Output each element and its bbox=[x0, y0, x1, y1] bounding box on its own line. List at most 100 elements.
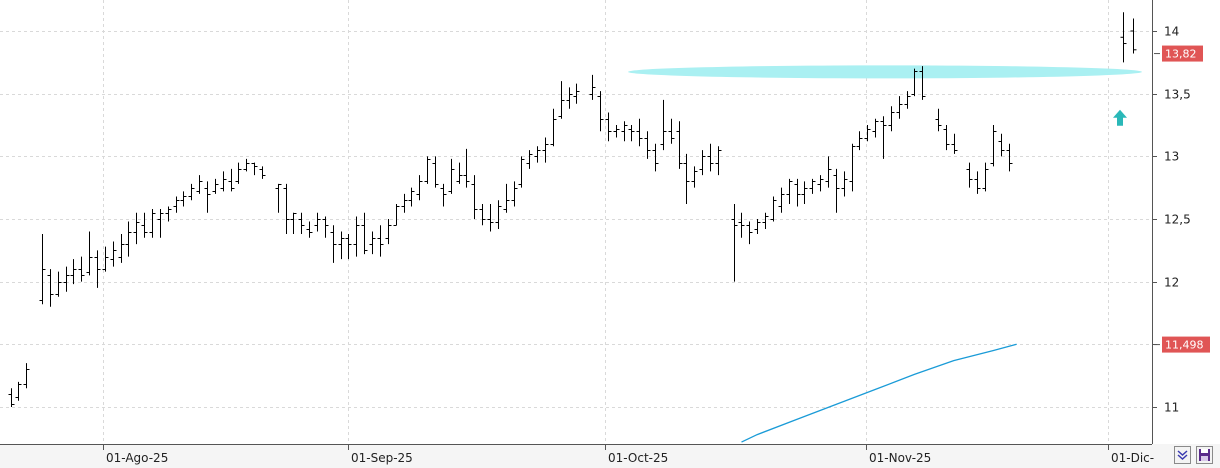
ohlc-bar bbox=[754, 219, 761, 235]
signal-up-arrow-icon bbox=[1113, 109, 1127, 126]
price-axis-label: 13,5 bbox=[1164, 88, 1191, 102]
ohlc-bar bbox=[251, 162, 258, 176]
price-axis-label: 14 bbox=[1164, 25, 1179, 39]
ohlc-bar bbox=[15, 381, 22, 401]
price-axis-label: 12 bbox=[1164, 276, 1179, 290]
ohlc-bar bbox=[872, 118, 879, 138]
ohlc-bar bbox=[691, 166, 698, 188]
ohlc-bar bbox=[542, 137, 549, 163]
ohlc-bar bbox=[196, 175, 203, 194]
chevrons-down-icon bbox=[1177, 450, 1188, 461]
ohlc-bar bbox=[864, 125, 871, 142]
ohlc-bar bbox=[23, 363, 30, 389]
ohlc-bar bbox=[974, 171, 981, 194]
ohlc-bar bbox=[385, 219, 392, 245]
price-axis-label: 13 bbox=[1164, 150, 1179, 164]
price-axis-label: 12,5 bbox=[1164, 213, 1191, 227]
ohlc-bar bbox=[487, 203, 494, 232]
ohlc-bar bbox=[125, 221, 132, 257]
ohlc-bar bbox=[78, 256, 85, 282]
save-button[interactable] bbox=[1196, 446, 1213, 464]
ohlc-bar bbox=[550, 108, 557, 147]
ohlc-bar bbox=[676, 121, 683, 169]
ohlc-bar bbox=[55, 271, 62, 297]
ohlc-bar bbox=[904, 91, 911, 109]
moving-average-price-tag-text: 11,498 bbox=[1165, 339, 1204, 352]
date-axis-label: 01-Nov-25 bbox=[869, 451, 931, 465]
ohlc-bar bbox=[393, 203, 400, 226]
date-axis-label: 01-Oct-25 bbox=[608, 451, 668, 465]
ohlc-bar bbox=[416, 175, 423, 201]
ohlc-bar bbox=[401, 193, 408, 213]
moving-average-layer bbox=[741, 343, 1017, 443]
ohlc-bar bbox=[306, 221, 313, 238]
date-axis: 01-Ago-25 01-Sep-25 01-Oct-25 01-Nov-25 01-D… bbox=[0, 444, 1220, 468]
last-price-tag-box bbox=[1162, 45, 1203, 62]
ohlc-bar bbox=[338, 231, 345, 260]
ohlc-bar bbox=[259, 166, 266, 179]
moving-average-price-tag: 11,498 bbox=[1154, 336, 1210, 353]
price-axis: 11 12 12,5 13 13,5 14 bbox=[1152, 0, 1191, 444]
ohlc-bar bbox=[220, 171, 227, 192]
date-axis-bg bbox=[0, 444, 1220, 468]
ohlc-bar bbox=[377, 225, 384, 257]
ohlc-bar bbox=[888, 106, 895, 132]
ohlc-bar bbox=[746, 221, 753, 245]
ohlc-bar bbox=[589, 74, 596, 100]
ohlc-bar bbox=[86, 231, 93, 276]
ohlc-bar bbox=[283, 183, 290, 235]
ohlc-bar bbox=[558, 81, 565, 119]
ohlc-bar bbox=[353, 216, 360, 257]
ohlc-bar bbox=[644, 131, 651, 159]
ohlc-bar bbox=[660, 99, 667, 151]
ohlc-bar bbox=[683, 153, 690, 204]
ohlc-bar bbox=[157, 208, 164, 238]
ohlc-bar bbox=[133, 212, 140, 245]
ohlc-bar bbox=[440, 183, 447, 207]
ohlc-bar bbox=[534, 146, 541, 163]
ohlc-bar bbox=[141, 212, 148, 238]
ohlc-bar bbox=[463, 148, 470, 188]
ohlc-bar bbox=[173, 196, 180, 213]
ohlc-bar bbox=[432, 156, 439, 188]
ohlc-bar bbox=[424, 156, 431, 184]
ohlc-bar bbox=[935, 108, 942, 132]
ohlc-bar bbox=[408, 187, 415, 207]
ohlc-bar bbox=[495, 200, 502, 230]
date-axis-label: 01-Ago-25 bbox=[106, 451, 168, 465]
ohlc-bar bbox=[70, 259, 77, 285]
last-price-tag-text: 13,82 bbox=[1165, 48, 1197, 61]
ohlc-bar bbox=[102, 246, 109, 272]
ohlc-bar bbox=[833, 168, 840, 213]
ohlc-bar bbox=[8, 388, 15, 407]
ohlc-bar bbox=[345, 234, 352, 260]
ohlc-bar bbox=[180, 191, 187, 207]
ohlc-bar bbox=[471, 175, 478, 219]
ohlc-bar bbox=[243, 158, 250, 172]
ohlc-bar bbox=[951, 133, 958, 154]
ohlc-bar bbox=[628, 125, 635, 142]
ohlc-bar bbox=[511, 181, 518, 207]
ohlc-bars bbox=[8, 12, 1137, 407]
ohlc-bar bbox=[39, 234, 46, 305]
ohlc-bar bbox=[212, 178, 219, 194]
ohlc-bar bbox=[526, 150, 533, 169]
collapse-button[interactable] bbox=[1174, 446, 1191, 464]
ohlc-bar bbox=[1006, 143, 1013, 172]
ohlc-bar bbox=[597, 91, 604, 132]
ohlc-bar bbox=[786, 178, 793, 204]
ohlc-bar bbox=[856, 131, 863, 151]
ohlc-bar bbox=[911, 68, 918, 97]
ohlc-bar bbox=[110, 241, 117, 267]
ohlc-bar bbox=[982, 162, 989, 192]
ohlc-bar bbox=[448, 158, 455, 194]
moving-average-price-tag-box bbox=[1162, 336, 1210, 353]
signal-arrow-layer bbox=[1113, 109, 1127, 126]
resistance-band bbox=[628, 65, 1142, 79]
ohlc-bar bbox=[456, 162, 463, 184]
ohlc-bar bbox=[118, 234, 125, 263]
ohlc-bar bbox=[731, 203, 738, 282]
ohlc-bar bbox=[298, 212, 305, 235]
